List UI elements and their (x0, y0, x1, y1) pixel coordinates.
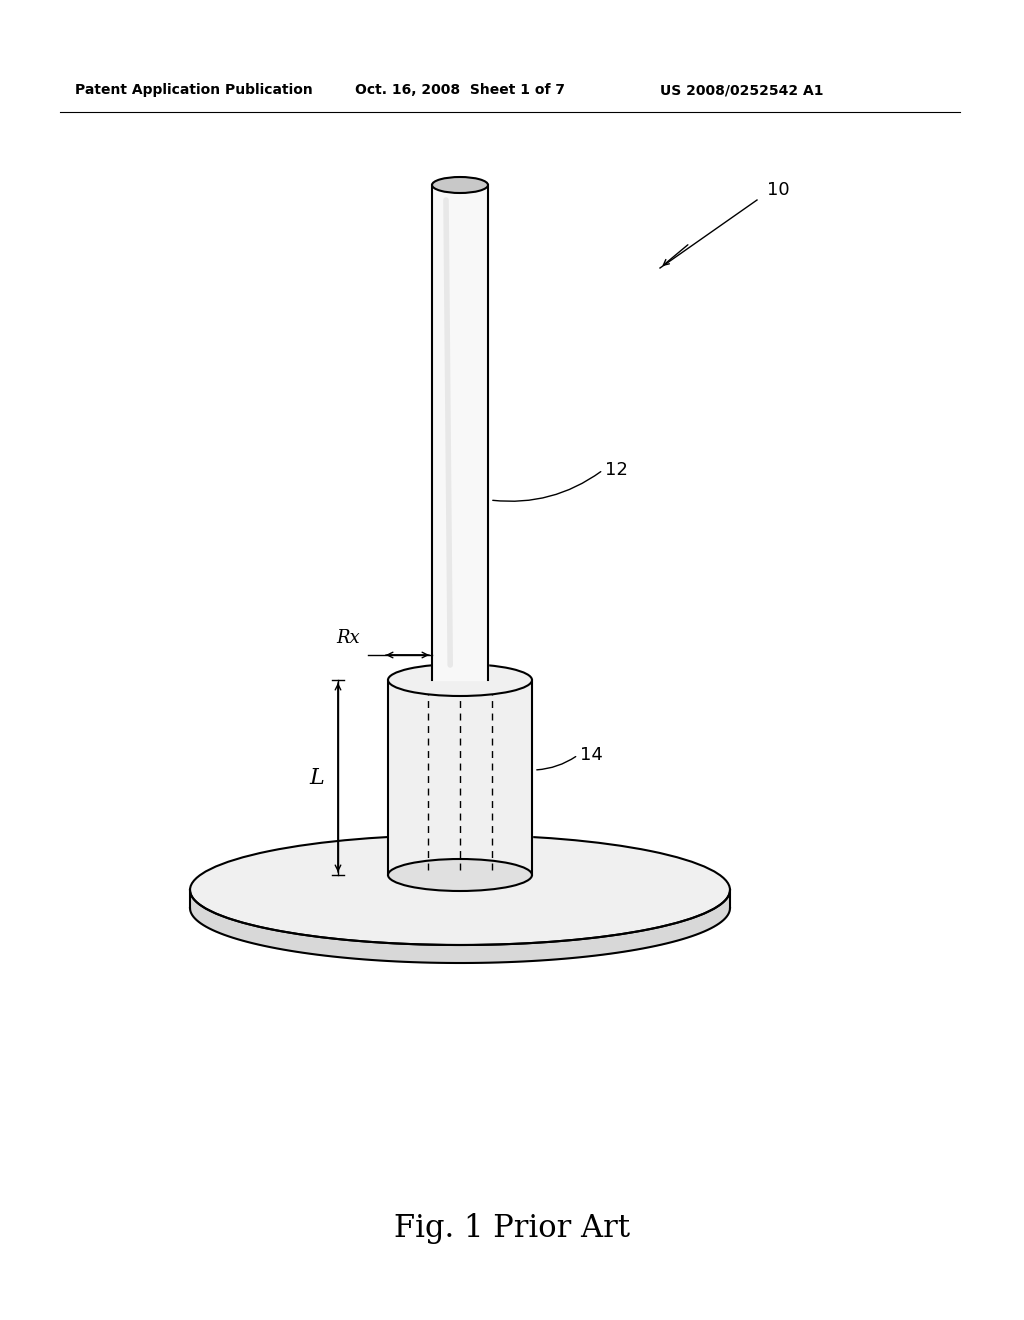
Polygon shape (388, 680, 532, 875)
Ellipse shape (388, 664, 532, 696)
Text: Patent Application Publication: Patent Application Publication (75, 83, 312, 96)
Text: Oct. 16, 2008  Sheet 1 of 7: Oct. 16, 2008 Sheet 1 of 7 (355, 83, 565, 96)
Text: 12: 12 (605, 461, 628, 479)
Text: Rx: Rx (336, 630, 360, 647)
Ellipse shape (432, 177, 488, 193)
Polygon shape (432, 185, 488, 680)
Text: Fig. 1 Prior Art: Fig. 1 Prior Art (394, 1213, 630, 1243)
Ellipse shape (190, 836, 730, 945)
Ellipse shape (388, 859, 532, 891)
Text: 10: 10 (767, 181, 790, 199)
Text: 14: 14 (580, 746, 603, 764)
Text: L: L (309, 767, 324, 788)
Text: US 2008/0252542 A1: US 2008/0252542 A1 (660, 83, 823, 96)
Polygon shape (190, 890, 730, 964)
